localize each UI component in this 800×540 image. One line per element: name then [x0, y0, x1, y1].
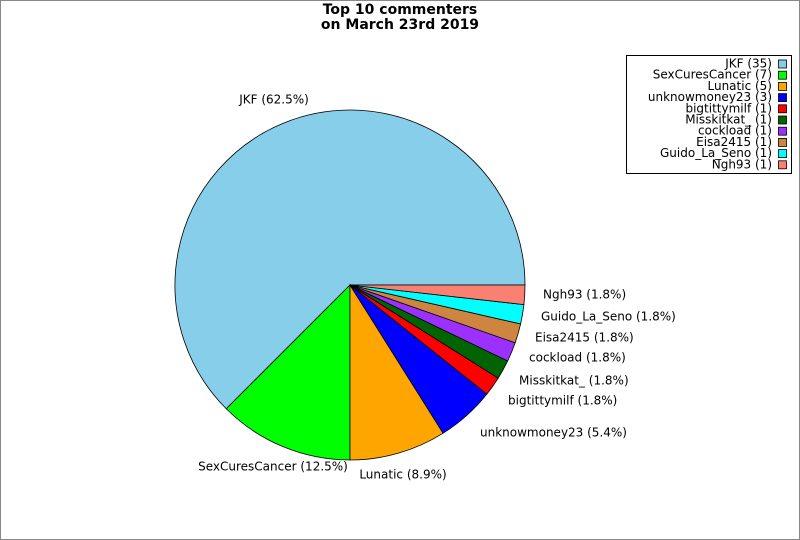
pie-slice — [174, 109, 526, 410]
slice-label: Eisa2415 (1.8%) — [535, 331, 634, 345]
pie-slice — [225, 284, 351, 461]
legend-label: unknowmoney23 (3) — [648, 90, 772, 104]
slice-label: SexCuresCancer (12.5%) — [198, 460, 348, 474]
legend-box — [626, 55, 792, 174]
legend-label: Ngh93 (1) — [712, 157, 772, 171]
legend-label: Misskitkat_ (1) — [685, 113, 772, 127]
legend-swatch — [778, 137, 787, 147]
legend-swatch — [778, 126, 787, 136]
legend-label: cockload (1) — [698, 124, 772, 138]
legend-swatch — [778, 104, 787, 114]
legend-label: SexCuresCancer (7) — [653, 68, 772, 82]
legend-swatch — [778, 160, 787, 170]
legend-label: JKF (35) — [724, 57, 772, 71]
chart-title: Top 10 commenters — [323, 2, 478, 18]
legend-label: bigtittymilf (1) — [685, 101, 772, 115]
slice-label: Guido_La_Seno (1.8%) — [541, 310, 676, 324]
legend-swatch — [778, 82, 787, 91]
pie-slice — [349, 283, 444, 461]
legend-swatch — [778, 149, 787, 159]
legend-swatch — [778, 115, 787, 125]
legend-swatch — [778, 59, 787, 69]
legend-label: Lunatic (5) — [708, 79, 773, 93]
slice-label: bigtittymilf (1.8%) — [508, 394, 617, 408]
slice-label: unknowmoney23 (5.4%) — [480, 426, 627, 440]
legend-swatch — [778, 70, 787, 80]
slice-label: Ngh93 (1.8%) — [543, 288, 626, 302]
legend-label: Eisa2415 (1) — [696, 135, 772, 149]
pie-slice — [349, 284, 526, 306]
slice-label: cockload (1.8%) — [529, 351, 626, 365]
slice-label: JKF (62.5%) — [238, 93, 309, 107]
slice-label: Lunatic (8.9%) — [359, 468, 446, 482]
slice-label: Misskitkat_ (1.8%) — [519, 374, 629, 388]
legend-label: Guido_La_Seno (1) — [660, 146, 772, 160]
chart-title: on March 23rd 2019 — [321, 17, 479, 33]
legend-swatch — [778, 93, 787, 102]
